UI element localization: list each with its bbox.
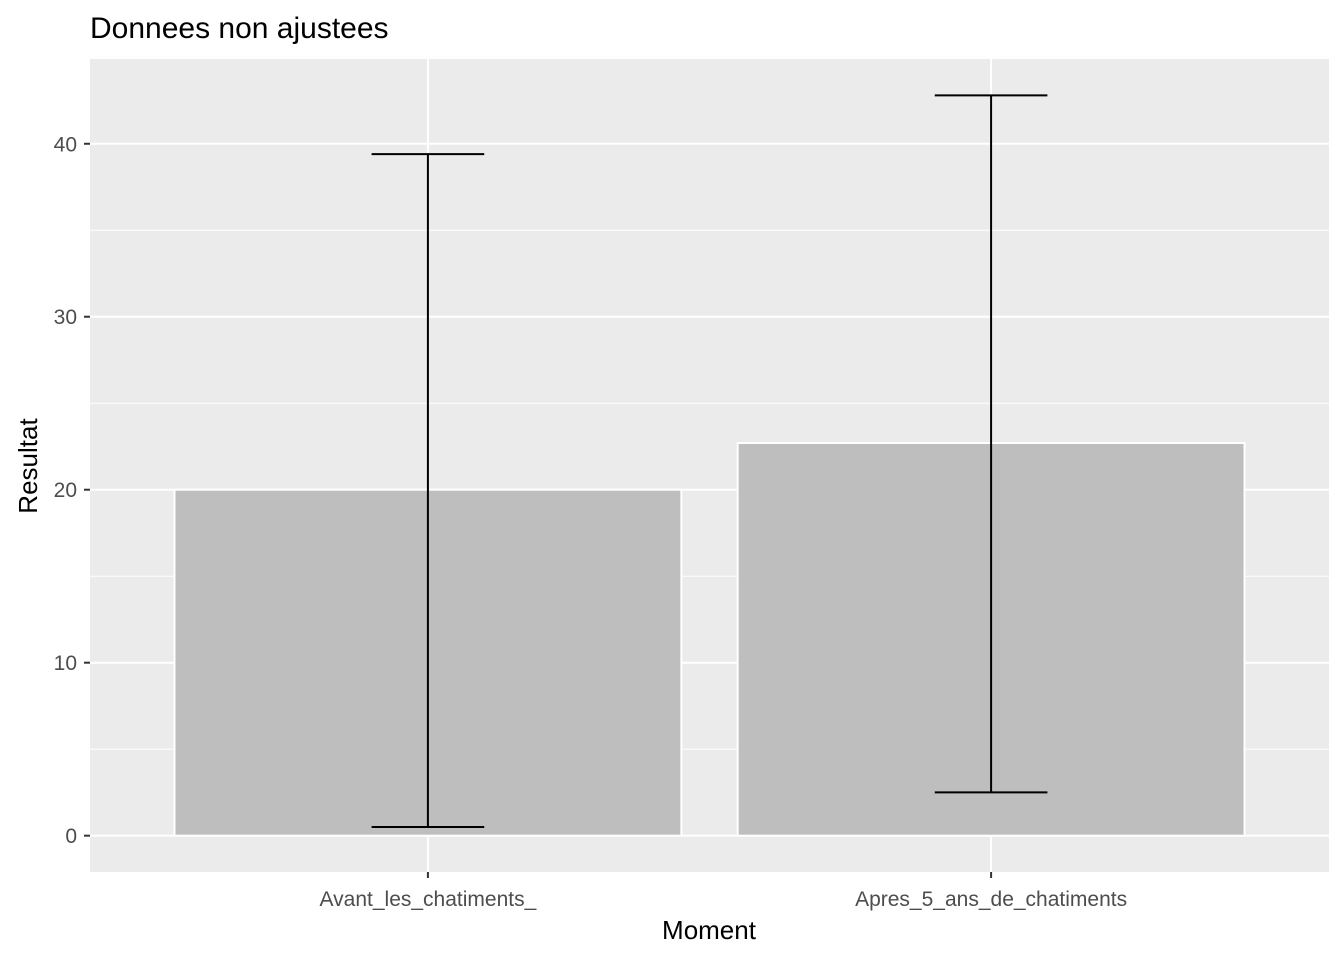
y-tick-label: 0 (65, 825, 77, 848)
x-tick-label: Apres_5_ans_de_chatiments (855, 888, 1127, 911)
y-tick-label: 10 (54, 652, 77, 675)
y-axis: 0 10 20 30 40 (54, 133, 90, 848)
y-tick-label: 20 (54, 479, 77, 502)
x-axis-title: Moment (662, 915, 757, 945)
error-bar (934, 94, 1048, 794)
x-tick-label: Avant_les_chatiments_ (320, 888, 537, 911)
y-tick-label: 40 (54, 133, 77, 156)
x-axis: Avant_les_chatiments_ Apres_5_ans_de_chat… (320, 872, 1127, 911)
y-axis-title: Resultat (13, 418, 43, 514)
chart-title: Donnees non ajustees (90, 12, 389, 45)
error-bar (371, 153, 485, 829)
error-bars (371, 94, 1048, 829)
y-tick-label: 30 (54, 306, 77, 329)
